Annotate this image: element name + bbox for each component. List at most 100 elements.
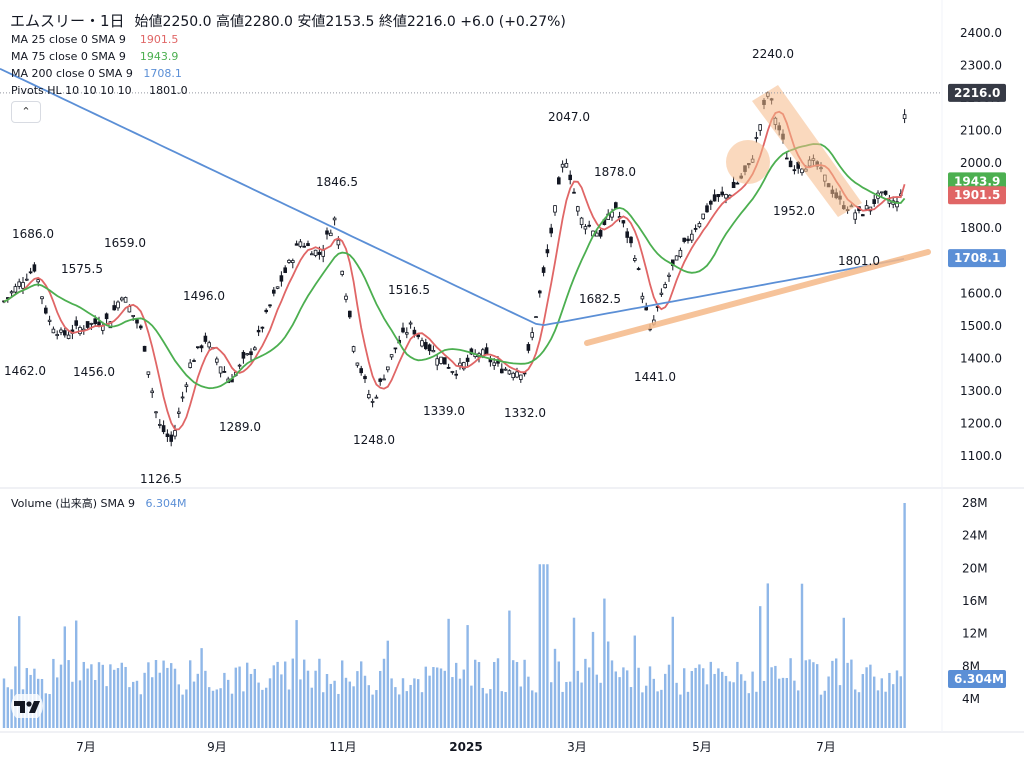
candle xyxy=(674,255,679,261)
candle xyxy=(47,315,52,326)
candle-body xyxy=(157,423,162,426)
volume-bar xyxy=(405,691,408,728)
candle-body xyxy=(625,231,629,238)
volume-bar xyxy=(249,673,253,728)
volume-bar xyxy=(724,675,728,728)
volume-bar xyxy=(641,692,644,728)
candle xyxy=(526,342,531,354)
candle-body xyxy=(499,368,504,374)
candle-body xyxy=(515,371,519,378)
price-tag-bg xyxy=(948,83,1006,102)
candle-body xyxy=(214,358,219,363)
volume-bar xyxy=(736,661,739,728)
indicator-ma25[interactable]: MA 25 close 0 SMA 9 1901.5 xyxy=(11,32,178,48)
volume-bar xyxy=(656,691,659,728)
volume-bar xyxy=(869,664,872,728)
volume-tick-label: 16M xyxy=(962,594,988,608)
candle-body xyxy=(195,346,200,349)
volume-bar xyxy=(595,674,598,728)
volume-bar xyxy=(268,678,272,728)
candle xyxy=(883,190,888,196)
volume-bar xyxy=(280,674,283,728)
volume-bar xyxy=(215,689,218,728)
volume-bar xyxy=(246,662,249,728)
candle-body xyxy=(169,434,174,442)
collapse-legend-button[interactable]: ⌃ xyxy=(11,101,41,123)
candle-body xyxy=(788,160,793,168)
candle xyxy=(690,229,694,244)
volume-bar xyxy=(542,564,545,728)
candle-body xyxy=(864,205,869,210)
candle xyxy=(176,407,181,418)
candle-body xyxy=(690,233,694,241)
candle xyxy=(465,354,470,367)
candle-body xyxy=(309,253,314,256)
volume-bar xyxy=(660,689,663,728)
volume-bar xyxy=(633,635,636,728)
candle xyxy=(461,361,466,371)
volume-bar xyxy=(728,681,731,728)
volume-bar xyxy=(588,667,591,728)
candle-body xyxy=(131,314,136,317)
candle-body xyxy=(366,394,371,399)
candle xyxy=(321,244,325,263)
volume-bar xyxy=(192,681,196,728)
candle-body xyxy=(21,282,25,289)
volume-bar xyxy=(90,664,93,728)
candle xyxy=(150,387,155,398)
candle-body xyxy=(735,182,740,185)
volume-bar xyxy=(75,620,78,728)
candle-body xyxy=(347,310,352,318)
ma200-line xyxy=(0,67,905,327)
candle-body xyxy=(184,384,189,387)
volume-bar xyxy=(880,678,883,728)
pivot-label: 1952.0 xyxy=(773,204,815,218)
candle-body xyxy=(256,329,261,333)
candle xyxy=(328,229,333,237)
tradingview-logo-icon[interactable] xyxy=(10,694,44,718)
candle xyxy=(427,343,432,355)
candle xyxy=(636,266,641,271)
candle-body xyxy=(317,251,322,255)
volume-bar xyxy=(284,661,287,728)
volume-bar xyxy=(496,658,500,728)
volume-bar xyxy=(751,671,754,728)
candle xyxy=(13,283,18,294)
candle-body xyxy=(576,206,580,212)
candles-group xyxy=(2,91,907,447)
volume-bar xyxy=(572,617,576,728)
candle xyxy=(245,353,250,356)
volume-bar xyxy=(888,672,891,728)
candle-body xyxy=(328,232,333,237)
candle-body xyxy=(306,243,310,247)
volume-bar xyxy=(793,680,796,728)
candle xyxy=(701,213,705,220)
indicator-label: MA 25 close 0 SMA 9 xyxy=(11,33,126,46)
candle xyxy=(116,300,120,311)
indicator-pivots[interactable]: Pivots HL 10 10 10 10 1801.0 xyxy=(11,83,188,99)
candle-body xyxy=(32,264,37,272)
candle-body xyxy=(431,350,436,353)
candle xyxy=(401,322,405,334)
indicator-value: 1901.5 xyxy=(139,33,179,46)
candle xyxy=(85,321,90,330)
volume-bar xyxy=(211,690,215,728)
volume-bar xyxy=(170,663,173,728)
volume-bar xyxy=(265,687,268,728)
volume-bar xyxy=(227,679,230,728)
volume-bar xyxy=(128,687,131,728)
candle-body xyxy=(595,232,599,237)
candle-body xyxy=(621,220,626,224)
indicator-ma75[interactable]: MA 75 close 0 SMA 9 1943.9 xyxy=(11,49,178,65)
volume-bar xyxy=(314,670,317,728)
candle xyxy=(218,366,223,378)
candle-body xyxy=(85,321,90,328)
candle xyxy=(663,281,667,289)
candle xyxy=(313,249,318,258)
volume-bar xyxy=(895,670,899,728)
candle-body xyxy=(385,366,390,371)
price-tick-label: 1200.0 xyxy=(960,416,1002,430)
indicator-ma200[interactable]: MA 200 close 0 SMA 9 1708.1 xyxy=(11,66,182,82)
volume-legend[interactable]: Volume (出来高) SMA 9 6.304M xyxy=(11,496,186,512)
